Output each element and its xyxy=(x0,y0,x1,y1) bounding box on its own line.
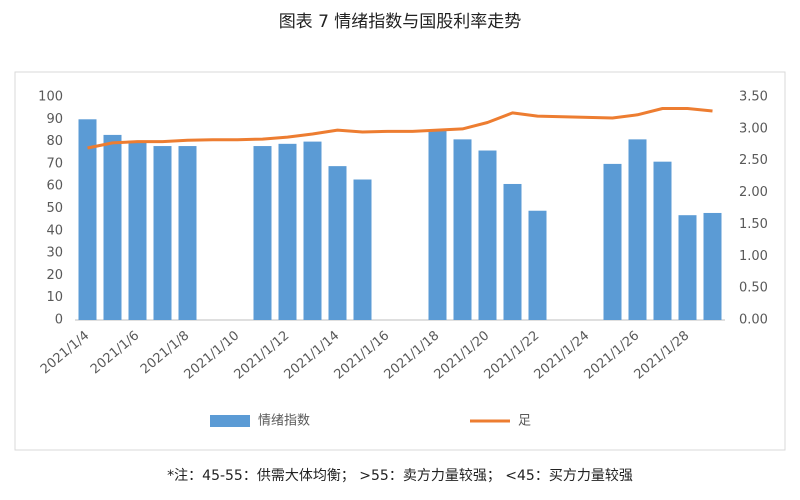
y-tick-label: 90 xyxy=(46,112,63,127)
bar xyxy=(453,139,472,320)
y-tick-label: 70 xyxy=(46,156,63,171)
bar xyxy=(353,179,372,320)
y-tick-label: 50 xyxy=(46,201,63,216)
bar xyxy=(603,163,622,320)
y-tick-label: 100 xyxy=(38,90,63,105)
bar xyxy=(253,146,272,320)
y2-tick-label: 1.00 xyxy=(739,249,768,264)
legend-swatch xyxy=(210,415,250,427)
bar xyxy=(428,130,447,320)
bar xyxy=(328,166,347,320)
y2-tick-label: 3.00 xyxy=(739,121,768,136)
bar xyxy=(653,161,672,320)
footnote: *注：45-55：供需大体均衡； >55：卖方力量较强； <45：买方力量较强 xyxy=(167,468,633,484)
bar xyxy=(303,141,322,320)
bar xyxy=(628,139,647,320)
bar xyxy=(703,212,722,320)
y-tick-label: 20 xyxy=(46,268,63,283)
chart-title: 图表 7 情绪指数与国股利率走势 xyxy=(279,12,522,32)
bar xyxy=(178,146,197,320)
bar xyxy=(78,119,97,320)
y-tick-label: 40 xyxy=(46,223,63,238)
bar xyxy=(128,141,147,320)
y-tick-label: 0 xyxy=(55,313,63,328)
bar xyxy=(153,146,172,320)
bar xyxy=(478,150,497,320)
line xyxy=(87,107,713,150)
y2-tick-label: 0.50 xyxy=(739,281,768,296)
y2-tick-label: 3.50 xyxy=(739,90,768,105)
y2-tick-label: 0.00 xyxy=(739,313,768,328)
x-tick-label: 2021/1/28 xyxy=(632,328,693,382)
bar xyxy=(503,183,522,320)
y2-tick-label: 1.50 xyxy=(739,217,768,232)
legend-label: 情绪指数 xyxy=(258,414,310,429)
legend-label: 足 xyxy=(518,414,531,429)
y2-tick-label: 2.00 xyxy=(739,185,768,200)
bar xyxy=(278,143,297,320)
x-tick-label: 2021/1/4 xyxy=(38,328,92,377)
y-tick-label: 80 xyxy=(46,134,63,149)
bar xyxy=(103,134,122,320)
chart-frame xyxy=(14,71,786,451)
y2-tick-label: 2.50 xyxy=(739,153,768,168)
bar xyxy=(528,210,547,320)
y-tick-label: 30 xyxy=(46,246,63,261)
bar xyxy=(678,215,697,320)
y-tick-label: 60 xyxy=(46,179,63,194)
y-tick-label: 10 xyxy=(46,290,63,305)
x-tick-label: 2021/1/6 xyxy=(88,328,142,377)
